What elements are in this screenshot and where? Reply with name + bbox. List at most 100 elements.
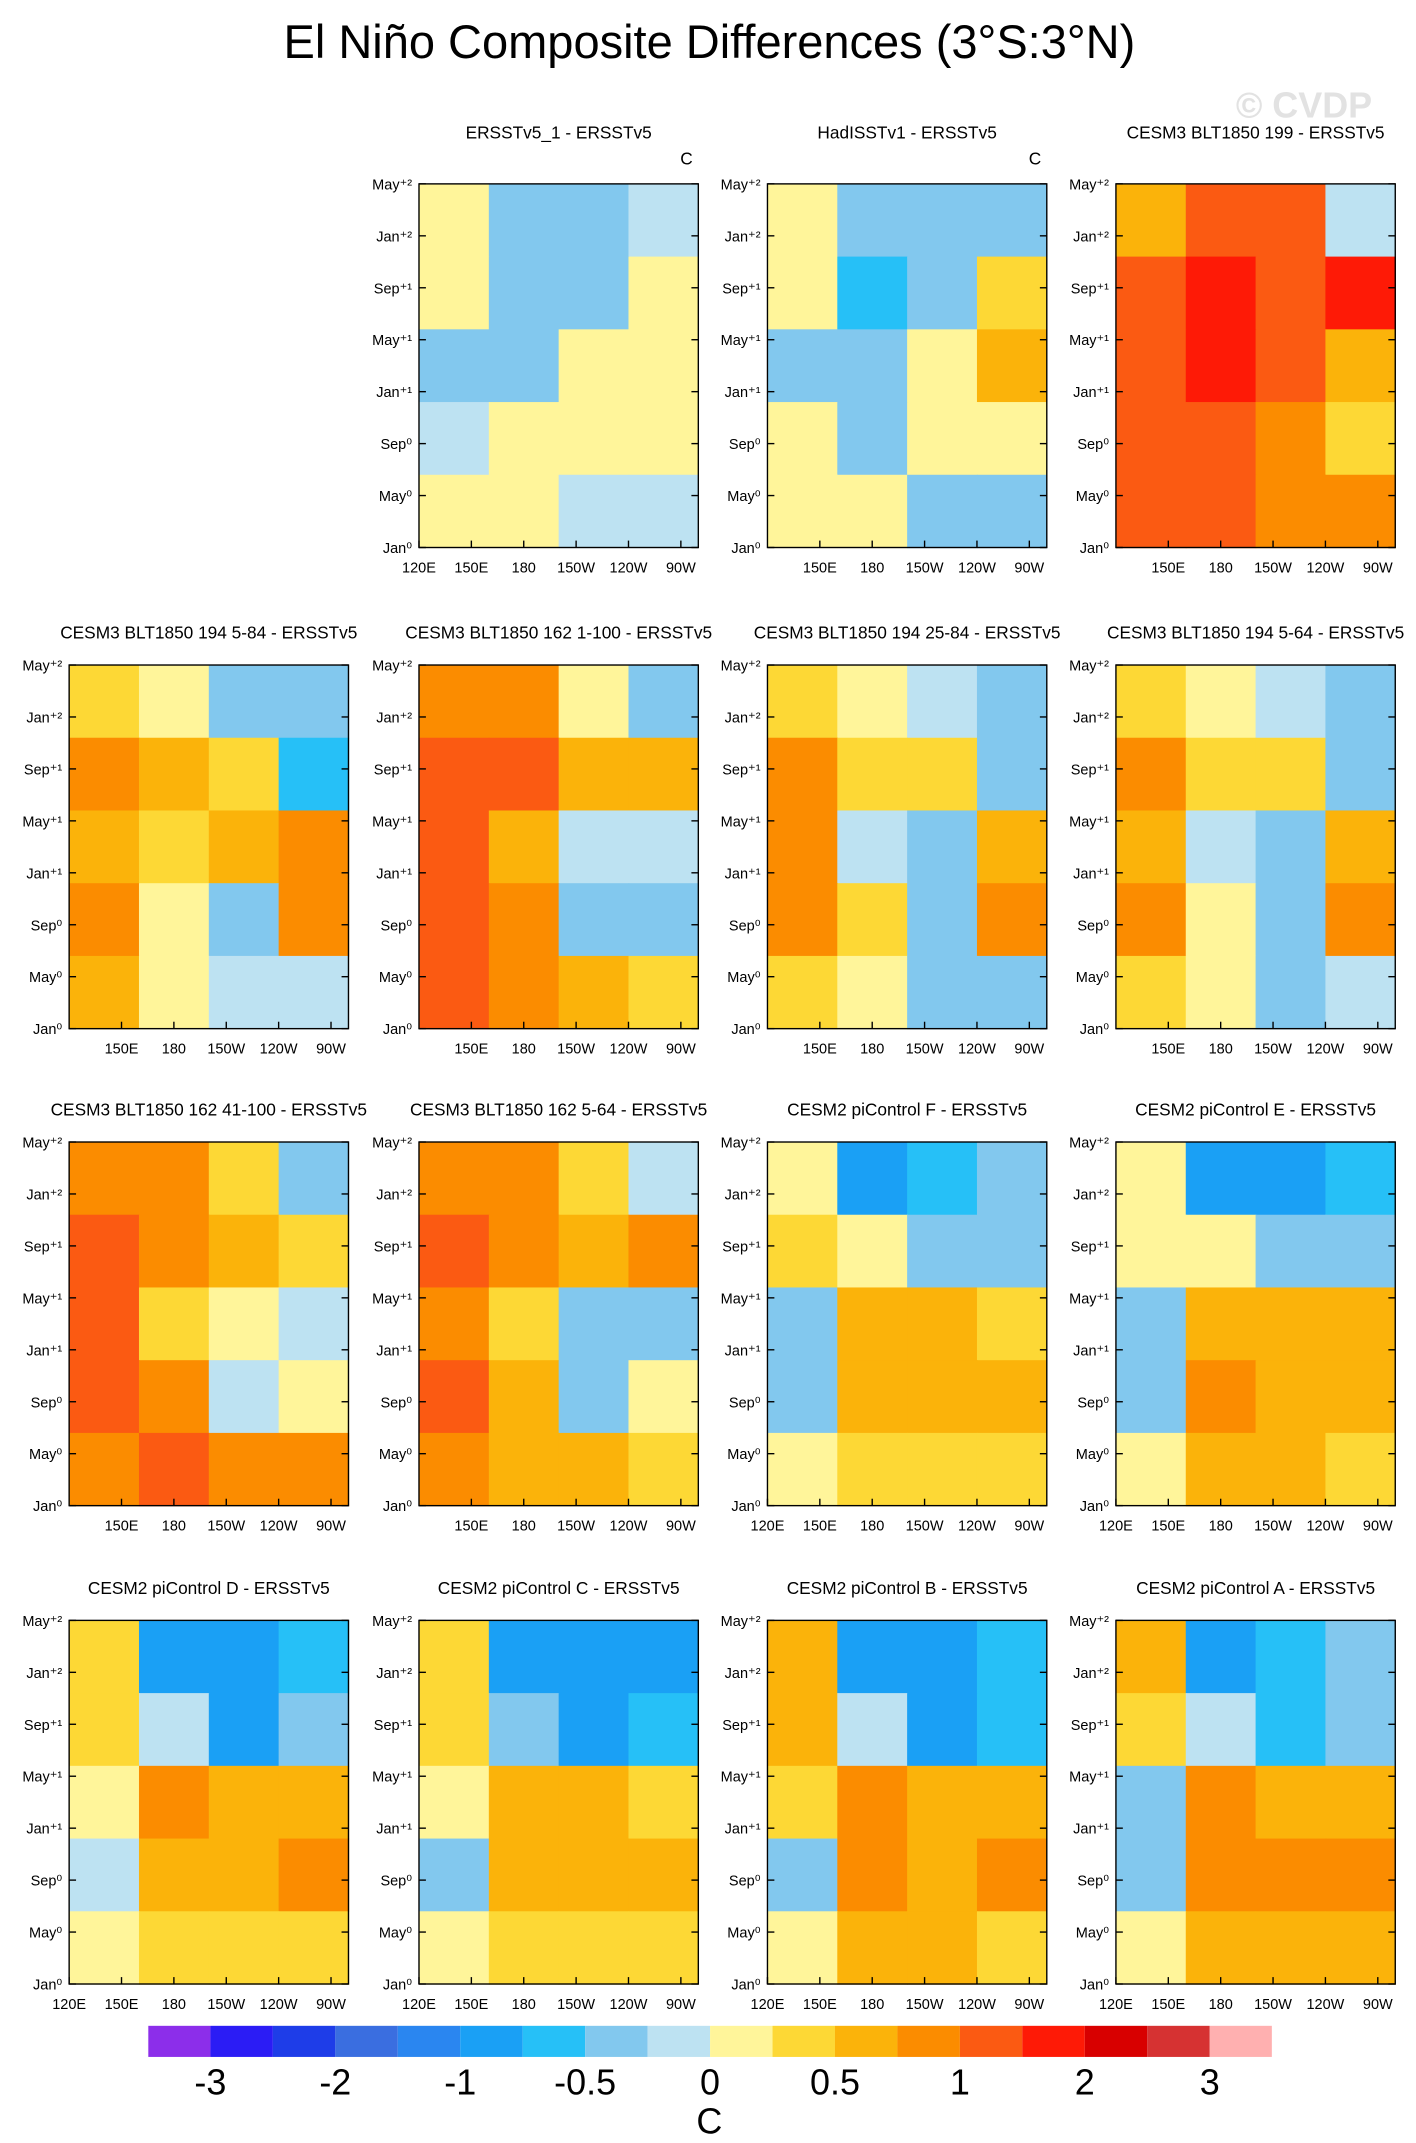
x-tick-label: 120W — [260, 1042, 298, 1058]
y-tick-label: Sep⁰ — [1077, 918, 1109, 934]
panel-title: CESM2 piControl B - ERSSTv5 — [787, 1578, 1028, 1598]
x-tick-label: 120W — [610, 1042, 648, 1058]
colorbar-swatch — [647, 2025, 711, 2058]
y-tick-label: May⁺² — [372, 1614, 412, 1630]
x-tick-label: 90W — [666, 1997, 696, 2013]
y-tick-label: Jan⁰ — [383, 1978, 412, 1994]
field-cell — [69, 810, 140, 884]
field-cell — [1115, 955, 1187, 1030]
x-tick-label: 150W — [1254, 560, 1292, 576]
plot-frame — [418, 1141, 700, 1507]
field-cell — [976, 1620, 1048, 1694]
field-cell — [488, 810, 560, 884]
field-cell — [767, 883, 838, 957]
field-cell — [208, 1911, 280, 1985]
field-cell — [976, 955, 1048, 1030]
field-cell — [558, 1432, 630, 1507]
colorbar-tick-label: 2 — [1075, 2062, 1095, 2103]
y-tick-label: Sep⁰ — [380, 437, 412, 453]
x-tick-label: 180 — [512, 1519, 536, 1535]
panel-title: CESM2 piControl C - ERSSTv5 — [438, 1578, 680, 1598]
field-cell — [138, 665, 210, 739]
field-cell — [208, 1360, 280, 1434]
field-cell — [628, 1432, 700, 1507]
y-tick-label: Jan⁰ — [1080, 1499, 1109, 1515]
field-cell — [278, 1765, 350, 1840]
y-tick-label: Jan⁺¹ — [376, 866, 412, 882]
field-cell — [558, 737, 630, 812]
x-tick-label: 120E — [1099, 1519, 1133, 1535]
x-tick-label: 180 — [860, 1042, 884, 1058]
field-cell — [1115, 1360, 1187, 1434]
field-cell — [558, 1765, 630, 1840]
field-cell — [628, 329, 700, 403]
field-cell — [1115, 1142, 1187, 1216]
field-cell — [1185, 1360, 1257, 1434]
field-cell — [767, 737, 838, 812]
field-cell — [418, 256, 490, 331]
field-cell — [1115, 474, 1187, 549]
x-tick-label: 90W — [1363, 1519, 1393, 1535]
plot-frame — [766, 1619, 1048, 1985]
colorbar-swatch — [710, 2025, 773, 2058]
field-cell — [907, 402, 978, 476]
field-cell — [1255, 402, 1327, 476]
field-cell — [837, 1142, 908, 1216]
field-cell — [208, 1838, 280, 1912]
field-cell — [488, 183, 560, 258]
plot-frame — [1115, 1619, 1396, 1985]
field-cell — [278, 737, 350, 812]
x-tick-label: 90W — [666, 1042, 696, 1058]
field-cell — [907, 1693, 978, 1767]
x-tick-label: 150W — [207, 1997, 245, 2013]
field-cell — [418, 883, 490, 957]
field-cell — [907, 1765, 978, 1840]
colorbar-swatch — [1209, 2025, 1273, 2058]
field-cell — [628, 665, 700, 739]
field-cell — [907, 955, 978, 1030]
y-tick-label: May⁺¹ — [372, 1291, 412, 1307]
x-tick-label: 150W — [1254, 1519, 1292, 1535]
field-cell — [418, 810, 490, 884]
plot-frame — [418, 183, 700, 549]
field-cell — [907, 1360, 978, 1434]
colorbar-swatch — [460, 2025, 523, 2058]
field-cell — [558, 256, 630, 331]
field-cell — [907, 183, 978, 258]
x-tick-label: 150E — [803, 1519, 837, 1535]
y-tick-label: May⁺¹ — [721, 814, 761, 830]
field-cell — [907, 665, 978, 739]
field-cell — [558, 665, 630, 739]
x-tick-label: 150W — [557, 560, 595, 576]
field-cell — [1185, 1838, 1257, 1912]
field-cell — [976, 1214, 1048, 1289]
field-cell — [907, 1911, 978, 1985]
field-cell — [628, 474, 700, 549]
field-cell — [488, 1620, 560, 1694]
field-cell — [278, 1432, 350, 1507]
field-cell — [1255, 810, 1327, 884]
field-cell — [558, 1360, 630, 1434]
colorbar-tick-label: -1 — [444, 2062, 476, 2103]
field-cell — [278, 1360, 350, 1434]
plot-frame — [766, 664, 1048, 1030]
y-tick-label: May⁰ — [1076, 1447, 1109, 1463]
y-tick-label: Sep⁰ — [31, 1395, 63, 1411]
field-cell — [837, 1214, 908, 1289]
x-tick-label: 120W — [1306, 1042, 1344, 1058]
x-tick-label: 150W — [1254, 1042, 1292, 1058]
field-cell — [1255, 1911, 1327, 1985]
x-tick-label: 180 — [162, 1519, 186, 1535]
field-cell — [907, 1620, 978, 1694]
field-cell — [1185, 883, 1257, 957]
field-cell — [837, 329, 908, 403]
field-cell — [628, 1765, 700, 1840]
colorbar-swatch — [272, 2025, 336, 2058]
y-tick-label: Sep⁺¹ — [24, 1239, 62, 1255]
field-cell — [558, 1911, 630, 1985]
field-cell — [837, 183, 908, 258]
x-tick-label: 120W — [958, 560, 996, 576]
field-cell — [69, 1360, 140, 1434]
x-tick-label: 150W — [906, 1042, 944, 1058]
field-cell — [278, 1838, 350, 1912]
